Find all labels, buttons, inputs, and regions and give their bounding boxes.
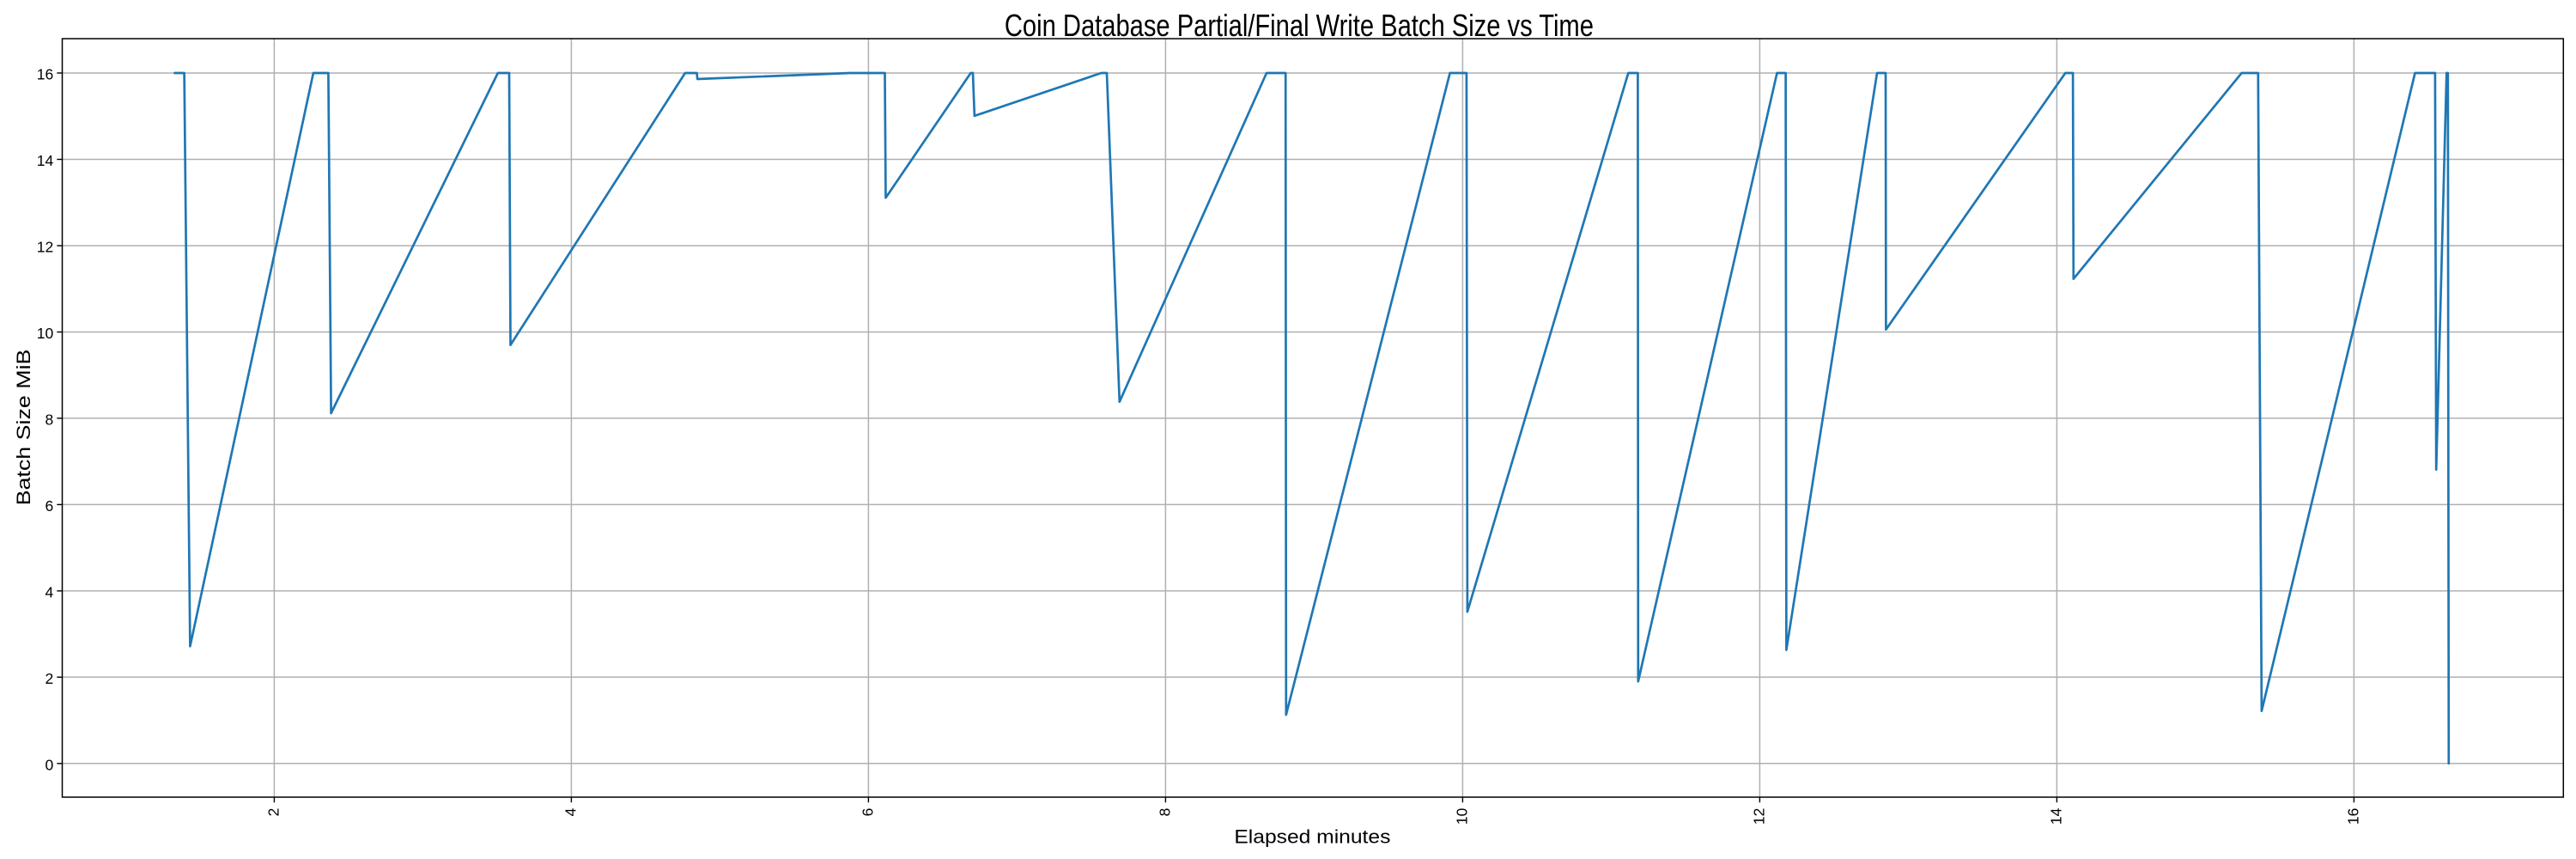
svg-text:10: 10 bbox=[1454, 807, 1471, 825]
svg-text:6: 6 bbox=[860, 808, 877, 817]
svg-text:2: 2 bbox=[265, 808, 283, 817]
svg-text:14: 14 bbox=[37, 152, 54, 169]
svg-text:16: 16 bbox=[2345, 808, 2362, 825]
svg-text:Coin Database Partial/Final Wr: Coin Database Partial/Final Write Batch … bbox=[1005, 9, 1594, 43]
svg-text:16: 16 bbox=[37, 66, 53, 83]
svg-text:8: 8 bbox=[1157, 808, 1174, 817]
svg-text:12: 12 bbox=[1751, 808, 1768, 825]
svg-text:10: 10 bbox=[37, 325, 54, 342]
svg-text:Elapsed minutes: Elapsed minutes bbox=[1234, 825, 1390, 847]
svg-text:2: 2 bbox=[45, 670, 53, 687]
svg-text:4: 4 bbox=[45, 583, 53, 600]
svg-text:0: 0 bbox=[45, 756, 53, 773]
svg-text:14: 14 bbox=[2048, 807, 2065, 825]
svg-text:Batch Size MiB: Batch Size MiB bbox=[13, 350, 34, 506]
svg-text:12: 12 bbox=[37, 239, 53, 256]
svg-text:6: 6 bbox=[45, 497, 53, 515]
svg-text:8: 8 bbox=[45, 411, 53, 428]
svg-text:4: 4 bbox=[562, 807, 580, 816]
